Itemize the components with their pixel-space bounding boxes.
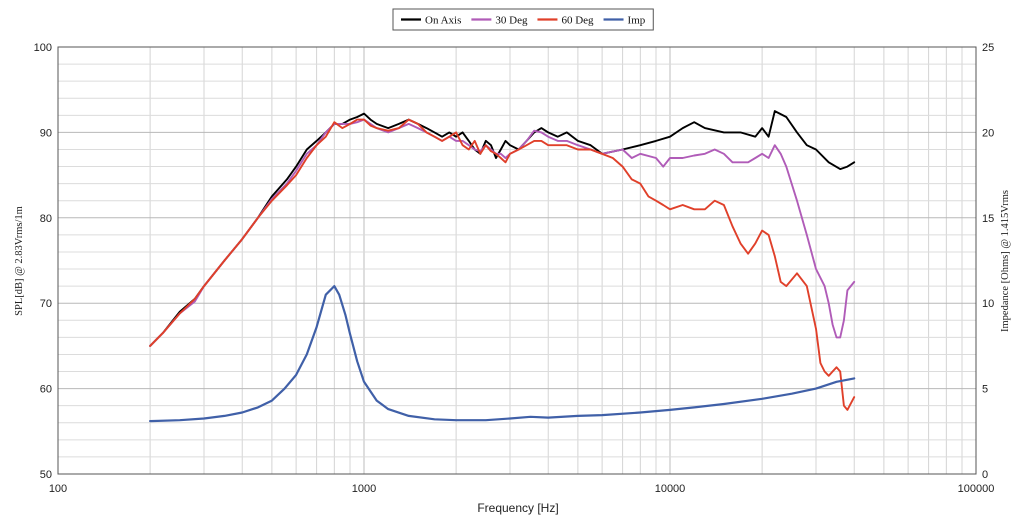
right-axis-title: Impedance [Ohms] @ 1.415Vrms	[1000, 190, 1011, 332]
y-tick-label: 50	[40, 469, 52, 481]
legend: On Axis 30 Deg 60 Deg Imp	[392, 8, 654, 31]
legend-box	[392, 8, 654, 31]
y2-tick-label: 10	[982, 298, 994, 310]
plot-frame	[57, 46, 977, 475]
x-tick-label: 100000	[958, 483, 995, 495]
x-tick-label: 1000	[352, 483, 376, 495]
plot-border	[57, 46, 977, 475]
legend-label-60-deg: 60 Deg	[561, 15, 594, 27]
series-line-imp	[149, 285, 856, 423]
left-axis-title: SPL[dB] @ 2.83Vrms/1m	[14, 206, 25, 316]
y-tick-label: 80	[40, 213, 52, 225]
y2-tick-label: 0	[982, 469, 988, 481]
x-tick-label: 10000	[655, 483, 686, 495]
y2-tick-label: 20	[982, 127, 994, 139]
y2-tick-label: 5	[982, 384, 988, 396]
y2-tick-label: 25	[982, 42, 994, 54]
tick-labels: 100 1000 10000 1000005060708090100051015202…	[34, 42, 995, 495]
legend-label-30-deg: 30 Deg	[495, 15, 528, 27]
x-tick-label: 100	[49, 483, 67, 495]
legend-label-on-axis: On Axis	[425, 15, 461, 27]
x-axis-title: Frequency [Hz]	[477, 501, 558, 515]
grid	[57, 46, 976, 475]
y-tick-label: 70	[40, 298, 52, 310]
y-tick-label: 60	[40, 384, 52, 396]
series-line-60-deg	[149, 118, 856, 411]
y-tick-label: 100	[34, 42, 52, 54]
series-line-on-axis	[149, 110, 856, 347]
y2-tick-label: 15	[982, 213, 994, 225]
y-tick-label: 90	[40, 127, 52, 139]
series-lines	[149, 110, 856, 423]
legend-label-imp: Imp	[628, 15, 646, 27]
